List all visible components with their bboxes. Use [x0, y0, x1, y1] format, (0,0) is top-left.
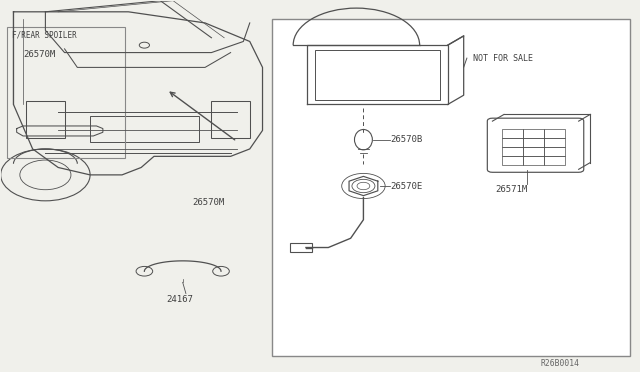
- Bar: [544, 138, 565, 147]
- Bar: [502, 156, 523, 165]
- Text: NOT FOR SALE: NOT FOR SALE: [473, 54, 533, 62]
- Bar: [544, 147, 565, 156]
- Bar: [211, 101, 250, 138]
- Bar: [523, 156, 544, 165]
- Text: F/REAR SPOILER: F/REAR SPOILER: [12, 30, 77, 39]
- Bar: [502, 147, 523, 156]
- Bar: [90, 116, 198, 141]
- Bar: [26, 101, 65, 138]
- Text: 26570E: 26570E: [390, 182, 422, 190]
- Text: 26571M: 26571M: [495, 185, 528, 194]
- Text: 26570M: 26570M: [23, 50, 55, 59]
- Bar: [544, 156, 565, 165]
- Bar: [544, 129, 565, 138]
- Bar: [523, 129, 544, 138]
- Bar: [290, 243, 312, 252]
- Bar: [523, 147, 544, 156]
- Text: 26570M: 26570M: [192, 198, 225, 207]
- Bar: [315, 49, 440, 100]
- Bar: [7, 27, 125, 158]
- Bar: [523, 138, 544, 147]
- Text: 24167: 24167: [167, 295, 194, 304]
- Bar: [502, 129, 523, 138]
- Text: 26570B: 26570B: [390, 135, 422, 144]
- Text: R26B0014: R26B0014: [540, 359, 579, 368]
- Bar: [272, 19, 630, 356]
- Bar: [502, 138, 523, 147]
